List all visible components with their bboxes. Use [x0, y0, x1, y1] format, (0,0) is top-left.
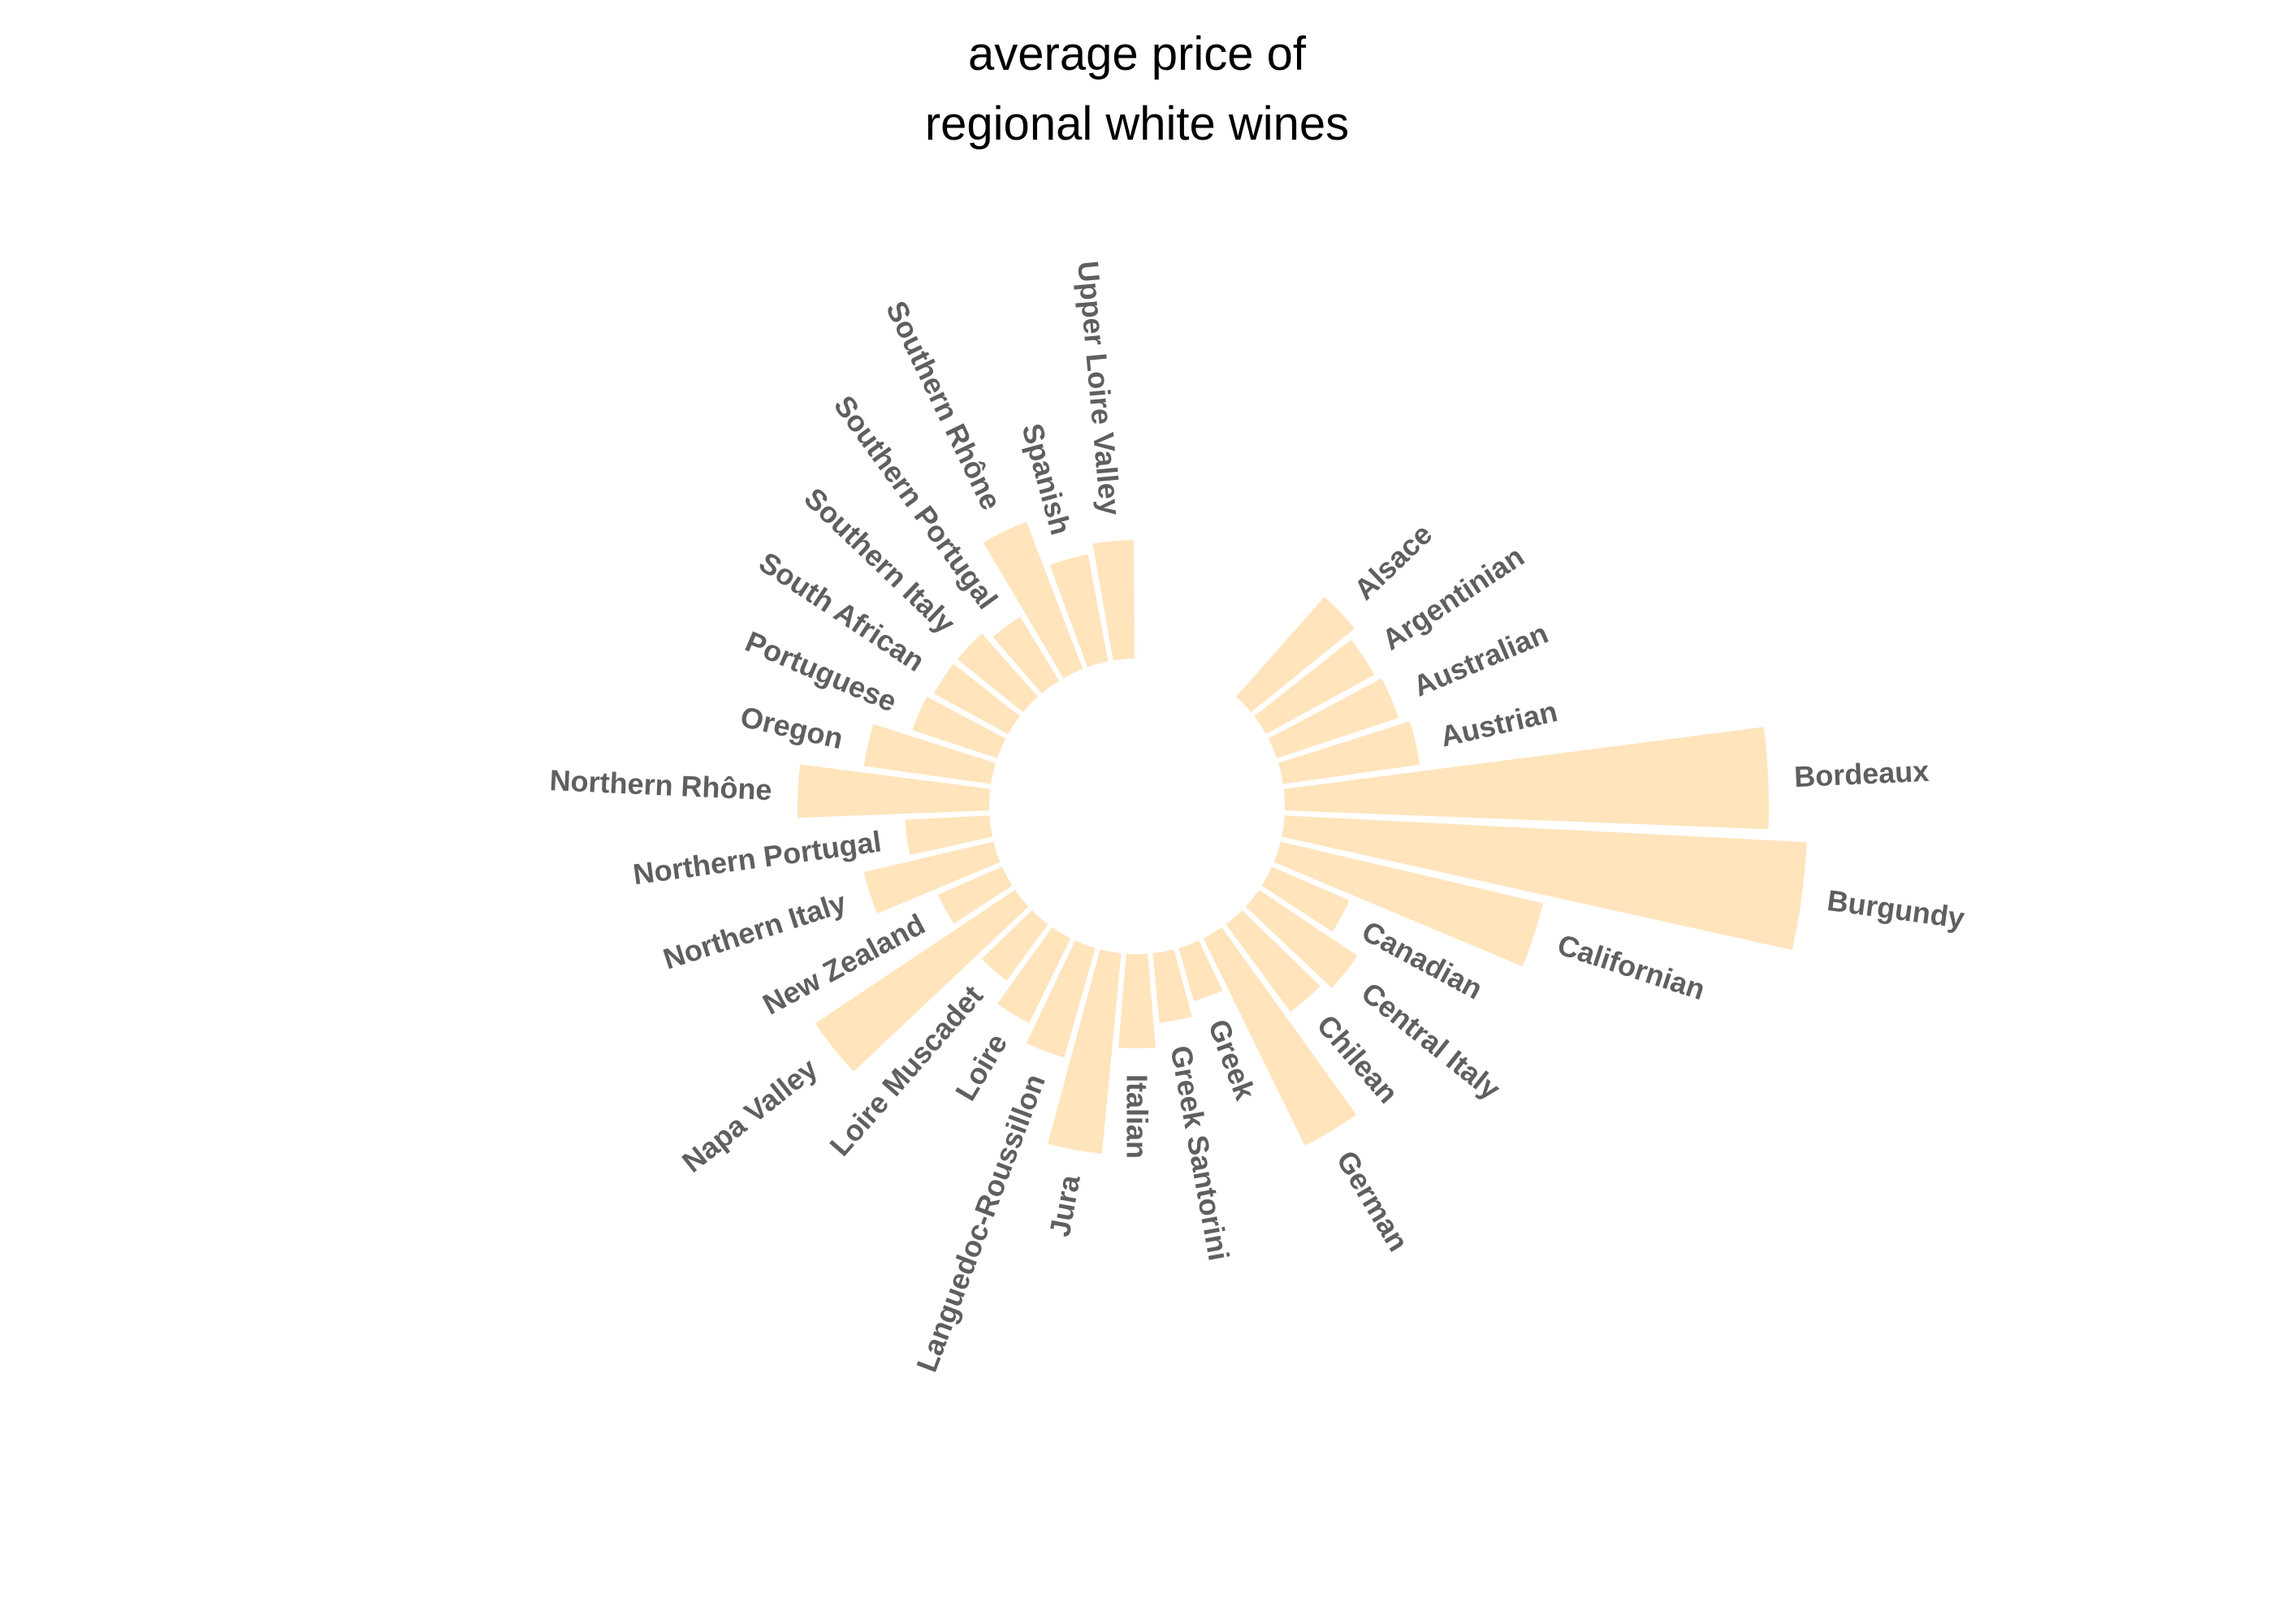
bar-greek — [1174, 935, 1227, 1005]
bars-group — [794, 517, 1811, 1158]
bar-northern-rhone — [794, 760, 994, 822]
label-napa-valley: Napa Valley — [676, 1052, 824, 1179]
bar-australian — [1264, 674, 1403, 762]
bar-central-italy — [1241, 885, 1363, 993]
label-german: German — [1330, 1145, 1416, 1257]
label-burgundy: Burgundy — [1825, 883, 1966, 935]
bar-oregon — [860, 719, 1000, 788]
bar-italian — [1114, 950, 1160, 1052]
label-oregon: Oregon — [737, 700, 846, 755]
label-languedoc-roussillon: Languedoc-Roussillon — [910, 1069, 1052, 1376]
chart-title-line-1: average price of — [968, 28, 1307, 80]
label-italian: Italian — [1121, 1074, 1154, 1159]
bar-canadian — [1257, 862, 1354, 936]
label-austrian: Austrian — [1437, 694, 1560, 753]
bar-greek-santorini — [1149, 945, 1196, 1026]
bar-southern-rhone — [979, 517, 1087, 683]
bar-portuguese — [908, 692, 1010, 762]
bar-loire-muscadet — [977, 905, 1053, 986]
bar-alsace — [1231, 592, 1360, 717]
bar-new-zealand — [933, 862, 1017, 929]
bar-spanish — [1045, 551, 1113, 672]
bar-burgundy — [1278, 812, 1811, 954]
bar-upper-loire-valley — [1088, 536, 1138, 665]
bar-german — [1199, 922, 1361, 1151]
bar-loire — [992, 922, 1075, 1028]
bar-chilean — [1221, 905, 1325, 1017]
bar-californian — [1269, 837, 1547, 971]
label-bordeaux: Bordeaux — [1793, 754, 1930, 793]
bar-austrian — [1274, 717, 1424, 788]
bar-bordeaux — [1280, 723, 1772, 833]
label-alsace: Alsace — [1347, 517, 1438, 607]
bar-southern-italy — [953, 628, 1043, 717]
bar-jura — [1044, 945, 1125, 1158]
bar-southern-portugal — [988, 612, 1064, 698]
bar-northern-portugal — [901, 812, 996, 859]
label-jura: Jura — [1043, 1172, 1087, 1239]
bar-argentinian — [1249, 635, 1379, 739]
label-upper-loire-valley: Upper Loire Valley — [1071, 260, 1127, 517]
chart-title-line-2: regional white wines — [925, 97, 1349, 150]
label-californian: Californian — [1554, 927, 1709, 1006]
bar-south-african — [929, 659, 1025, 739]
label-northern-portugal: Northern Portugal — [631, 824, 884, 891]
label-northern-rhone: Northern Rhône — [549, 763, 773, 806]
label-loire: Loire — [949, 1028, 1014, 1107]
bar-napa-valley — [811, 885, 1033, 1077]
bar-languedoc-roussillon — [1022, 935, 1100, 1062]
bar-northern-italy — [859, 837, 1005, 918]
